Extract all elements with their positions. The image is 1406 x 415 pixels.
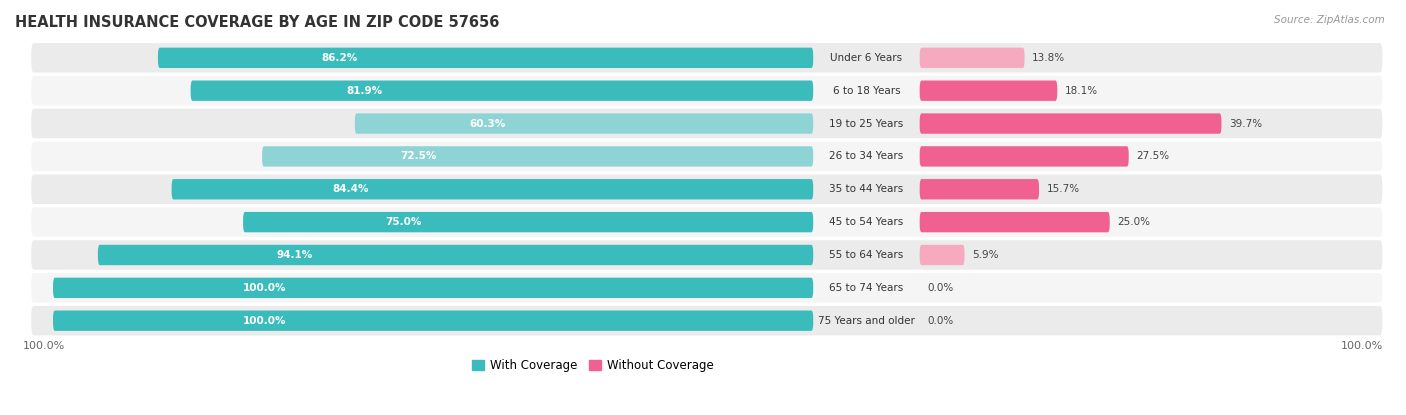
FancyBboxPatch shape xyxy=(354,113,813,134)
FancyBboxPatch shape xyxy=(262,146,813,166)
FancyBboxPatch shape xyxy=(30,206,1384,238)
Text: 94.1%: 94.1% xyxy=(277,250,314,260)
Text: 86.2%: 86.2% xyxy=(322,53,359,63)
Text: 13.8%: 13.8% xyxy=(1032,53,1066,63)
Text: 15.7%: 15.7% xyxy=(1046,184,1080,194)
FancyBboxPatch shape xyxy=(191,81,813,101)
Text: 0.0%: 0.0% xyxy=(928,316,953,326)
FancyBboxPatch shape xyxy=(30,173,1384,205)
FancyBboxPatch shape xyxy=(920,81,1057,101)
Text: 65 to 74 Years: 65 to 74 Years xyxy=(830,283,904,293)
Legend: With Coverage, Without Coverage: With Coverage, Without Coverage xyxy=(468,354,718,377)
FancyBboxPatch shape xyxy=(30,239,1384,271)
FancyBboxPatch shape xyxy=(920,212,1109,232)
FancyBboxPatch shape xyxy=(920,146,1129,166)
FancyBboxPatch shape xyxy=(172,179,813,200)
FancyBboxPatch shape xyxy=(920,179,1039,200)
Text: 100.0%: 100.0% xyxy=(22,341,65,351)
Text: HEALTH INSURANCE COVERAGE BY AGE IN ZIP CODE 57656: HEALTH INSURANCE COVERAGE BY AGE IN ZIP … xyxy=(15,15,499,30)
Text: 35 to 44 Years: 35 to 44 Years xyxy=(830,184,904,194)
FancyBboxPatch shape xyxy=(920,113,1222,134)
FancyBboxPatch shape xyxy=(53,310,813,331)
Text: 19 to 25 Years: 19 to 25 Years xyxy=(830,119,904,129)
FancyBboxPatch shape xyxy=(30,141,1384,172)
Text: 18.1%: 18.1% xyxy=(1064,85,1098,96)
FancyBboxPatch shape xyxy=(98,245,813,265)
Text: 5.9%: 5.9% xyxy=(972,250,998,260)
Text: 84.4%: 84.4% xyxy=(332,184,368,194)
Text: 100.0%: 100.0% xyxy=(243,283,287,293)
Text: 100.0%: 100.0% xyxy=(243,316,287,326)
Text: 0.0%: 0.0% xyxy=(928,283,953,293)
Text: Under 6 Years: Under 6 Years xyxy=(831,53,903,63)
FancyBboxPatch shape xyxy=(157,48,813,68)
Text: 39.7%: 39.7% xyxy=(1229,119,1263,129)
Text: 75 Years and older: 75 Years and older xyxy=(818,316,915,326)
FancyBboxPatch shape xyxy=(30,42,1384,73)
Text: 81.9%: 81.9% xyxy=(346,85,382,96)
Text: 60.3%: 60.3% xyxy=(470,119,506,129)
FancyBboxPatch shape xyxy=(30,305,1384,337)
Text: 55 to 64 Years: 55 to 64 Years xyxy=(830,250,904,260)
Text: 26 to 34 Years: 26 to 34 Years xyxy=(830,151,904,161)
FancyBboxPatch shape xyxy=(920,48,1025,68)
Text: 27.5%: 27.5% xyxy=(1136,151,1170,161)
FancyBboxPatch shape xyxy=(920,245,965,265)
FancyBboxPatch shape xyxy=(30,75,1384,107)
Text: 45 to 54 Years: 45 to 54 Years xyxy=(830,217,904,227)
FancyBboxPatch shape xyxy=(53,278,813,298)
Text: 75.0%: 75.0% xyxy=(385,217,422,227)
FancyBboxPatch shape xyxy=(30,108,1384,139)
FancyBboxPatch shape xyxy=(243,212,813,232)
Text: 72.5%: 72.5% xyxy=(399,151,436,161)
Text: 6 to 18 Years: 6 to 18 Years xyxy=(832,85,900,96)
FancyBboxPatch shape xyxy=(30,272,1384,304)
Text: 100.0%: 100.0% xyxy=(1341,341,1384,351)
Text: Source: ZipAtlas.com: Source: ZipAtlas.com xyxy=(1274,15,1385,24)
Text: 25.0%: 25.0% xyxy=(1118,217,1150,227)
